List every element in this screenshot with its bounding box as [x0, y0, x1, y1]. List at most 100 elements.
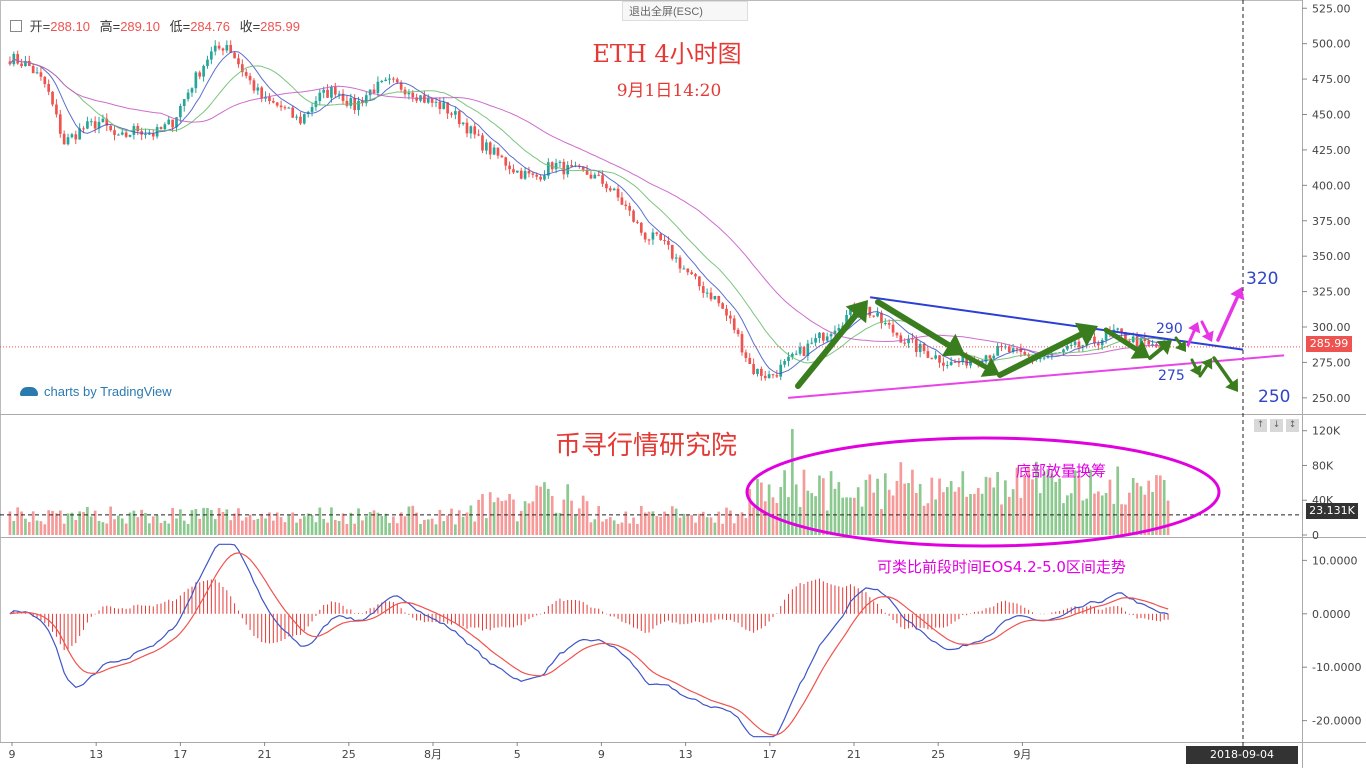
volume-bar: [411, 505, 415, 535]
volume-bar: [70, 512, 74, 535]
volume-bar: [729, 510, 732, 535]
volume-bar: [876, 478, 879, 535]
candle-body: [953, 361, 957, 363]
exit-fullscreen-button[interactable]: 退出全屏(ESC): [622, 1, 748, 21]
candle-body: [411, 92, 415, 98]
volume-bar: [364, 516, 368, 535]
candle-body: [268, 96, 271, 102]
volume-bar: [543, 482, 546, 535]
arrow-head: [1201, 358, 1213, 370]
volume-bar: [318, 507, 322, 535]
candle-body: [395, 79, 399, 83]
volume-bar: [996, 471, 999, 535]
candle-body: [51, 91, 54, 105]
price-axis-label: 375.00: [1312, 215, 1351, 228]
level-275-label: 275: [1158, 368, 1185, 384]
volume-bar: [694, 522, 697, 535]
volume-bar: [539, 486, 542, 535]
volume-bar: [279, 517, 283, 535]
candle-body: [934, 355, 937, 359]
volume-bar: [558, 512, 562, 535]
candle-body: [612, 188, 616, 191]
green-arrow: [1212, 356, 1238, 392]
open-value: 288.10: [50, 19, 90, 34]
volume-bar: [295, 522, 298, 535]
candle-body: [287, 107, 291, 109]
volume-bar: [399, 512, 403, 535]
green-arrow: [997, 322, 1098, 378]
candle-body: [454, 111, 457, 115]
candle-body: [171, 119, 174, 128]
volume-bar: [434, 524, 438, 535]
volume-bar: [314, 522, 318, 535]
volume-bar: [667, 514, 670, 535]
candle-body: [31, 65, 35, 74]
arrow-shaft: [1216, 295, 1240, 342]
candle-body: [330, 86, 333, 98]
volume-bar: [388, 522, 391, 535]
candle-body: [151, 133, 155, 137]
crosshair-date-tag: 2018-09-04 20:00:00: [1186, 746, 1298, 779]
volume-bar: [1093, 493, 1096, 535]
candle-body: [1151, 344, 1154, 346]
candle-body: [771, 374, 775, 376]
volume-bar: [182, 520, 186, 535]
candle-body: [105, 118, 109, 126]
expand-icon[interactable]: [10, 20, 22, 32]
volume-bar: [585, 501, 589, 535]
candle-body: [190, 88, 194, 93]
volume-bar: [1124, 504, 1127, 535]
arrow-shaft: [1190, 358, 1198, 369]
volume-bar: [752, 507, 755, 535]
candle-body: [636, 221, 639, 223]
candle-body: [822, 332, 825, 341]
candle-body: [744, 352, 748, 358]
candle-body: [791, 353, 794, 357]
candle-body: [415, 97, 418, 101]
scale-fit-button[interactable]: ↕: [1286, 419, 1299, 432]
candle-body: [260, 87, 264, 99]
candle-body: [124, 132, 128, 137]
candle-body: [426, 98, 430, 103]
candle-body: [469, 126, 473, 134]
high-value: 289.10: [120, 19, 160, 34]
volume-bar: [1062, 503, 1065, 535]
candle-body: [1069, 344, 1073, 346]
volume-bar: [16, 507, 20, 535]
arrow-head: [1175, 340, 1186, 352]
volume-bar: [763, 501, 767, 535]
volume-bar: [403, 516, 407, 535]
candle-body: [213, 45, 217, 52]
volume-bar: [457, 510, 461, 535]
volume-bar: [713, 522, 717, 535]
volume-bar: [531, 501, 535, 535]
volume-bar: [546, 488, 550, 535]
volume-bar: [822, 478, 825, 535]
volume-bar: [659, 516, 662, 535]
volume-bar: [628, 523, 632, 535]
scale-down-button[interactable]: ↓: [1270, 419, 1283, 432]
arrow-head: [1225, 378, 1238, 392]
time-axis-label: 25: [931, 748, 945, 761]
tradingview-logo-text: charts by TradingView: [44, 384, 172, 399]
volume-bar: [957, 487, 961, 535]
macd-line: [9, 543, 1169, 738]
scale-up-button[interactable]: ↑: [1254, 419, 1267, 432]
candle-body: [198, 72, 202, 77]
volume-bar: [895, 480, 899, 535]
volume-bar: [237, 508, 240, 535]
candle-body: [275, 102, 279, 106]
candle-body: [628, 205, 632, 211]
candle-body: [554, 162, 558, 170]
volume-bar: [217, 508, 221, 535]
volume-bar: [601, 521, 604, 535]
volume-bar: [1158, 475, 1162, 535]
candle-body: [918, 343, 922, 353]
tradingview-logo[interactable]: charts by TradingView: [20, 384, 172, 399]
volume-bar: [969, 494, 972, 535]
volume-bar: [1077, 475, 1081, 535]
volume-bar: [802, 469, 806, 535]
level-290-label: 290: [1156, 321, 1183, 337]
volume-bar: [450, 508, 453, 535]
